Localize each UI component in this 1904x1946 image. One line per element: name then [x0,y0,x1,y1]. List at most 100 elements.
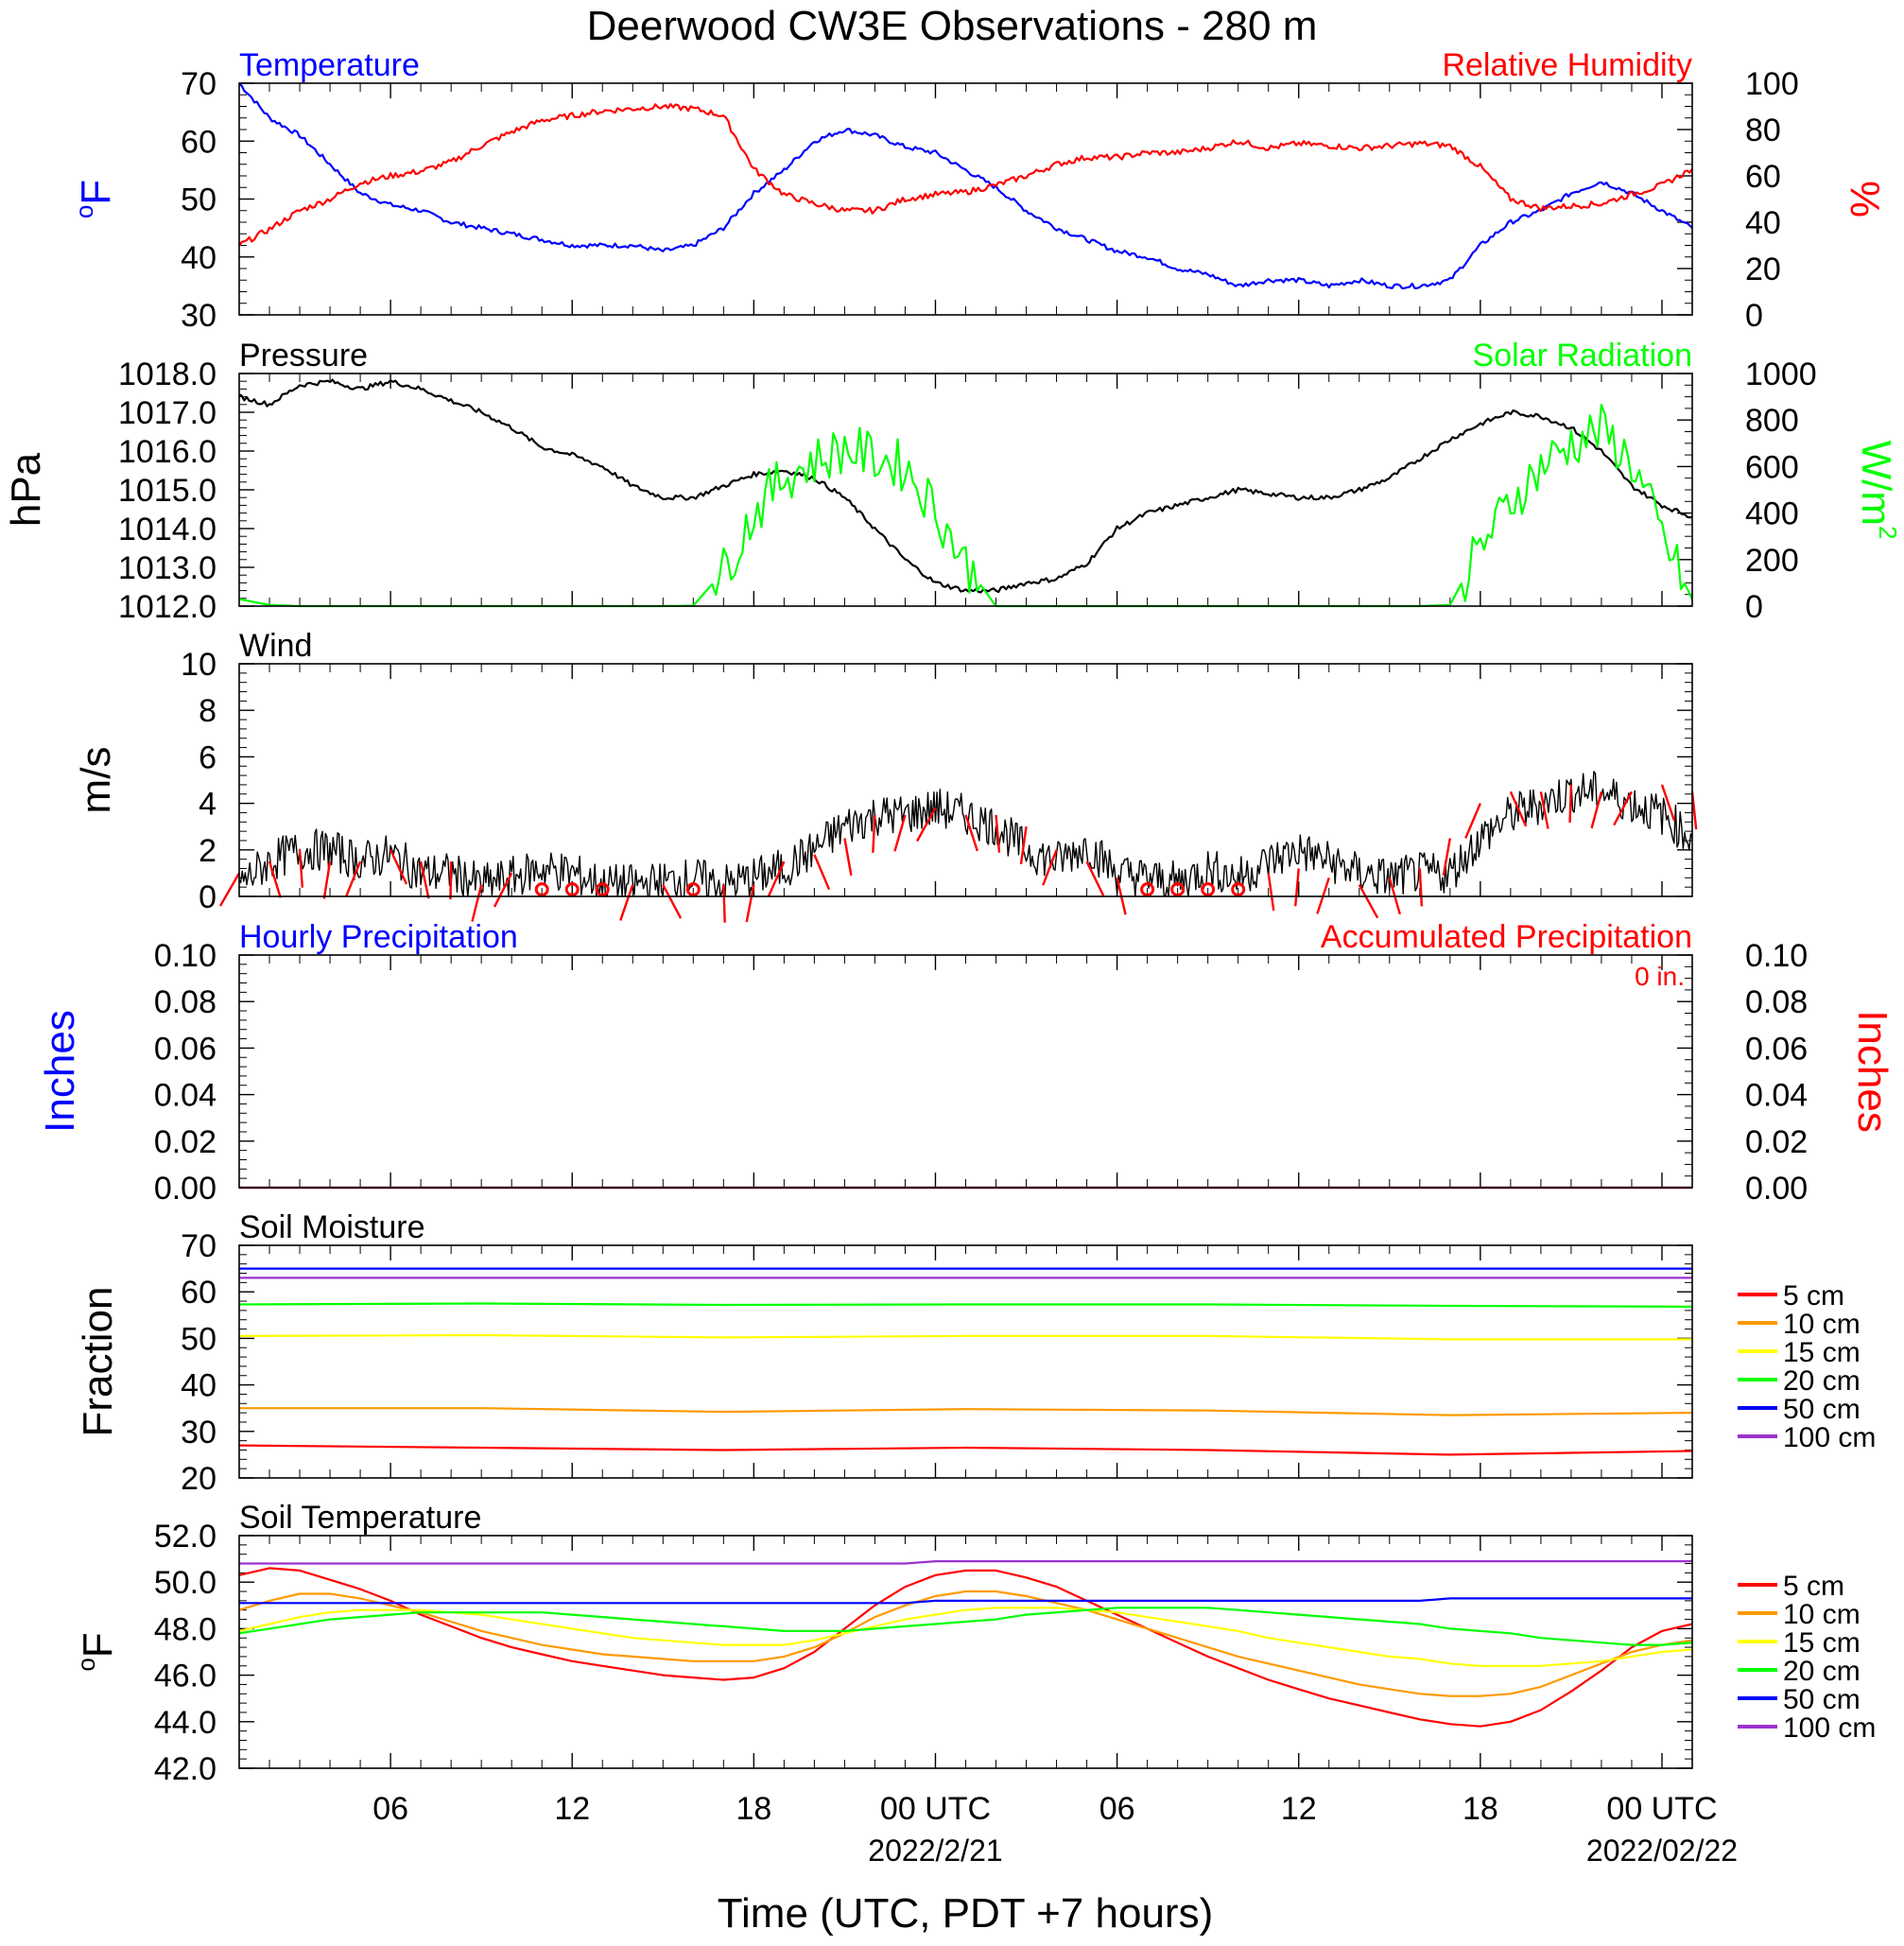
panel-soil_temperature: 42.0 44.0 46.0 48.0 50.0 52.0 Soil Temperature… [72,1500,1876,1787]
legend-label: 50 cm [1783,1394,1861,1425]
series-line-temperature [238,82,1693,289]
wind-barb [1539,791,1549,829]
y-tick-label: 1015.0 [118,473,216,509]
wind-barb [1568,784,1573,823]
panel-frame [238,373,1693,607]
wind-barb [1442,838,1452,877]
wind-barb [1019,826,1028,864]
series-line-50-cm [239,1597,1692,1605]
y-tick-label: 8 [199,693,216,729]
x-tick-label: 06 [372,1791,408,1827]
y2-tick-label: 0 [1745,298,1763,334]
series-line-solar-radiation [238,403,1693,608]
y2-tick-label: 80 [1745,113,1781,148]
legend-label: 5 cm [1783,1280,1844,1312]
y-tick-label: 50 [181,1321,216,1357]
wind-barb [268,860,282,898]
legend-label: 20 cm [1783,1365,1861,1397]
y-tick-label: 60 [181,124,216,160]
y2-axis-label: % [1842,181,1888,217]
wind-barb [298,849,304,888]
legend-label: 20 cm [1783,1656,1861,1687]
panel-title-right: Solar Radiation [1473,338,1692,374]
y-tick-label: 0.00 [154,1171,216,1207]
panel-frame [238,954,1693,1189]
panel-pressure_solar: 1012.01013.01014.01015.01016.01017.01018… [3,338,1902,625]
y-tick-label: 1016.0 [118,434,216,470]
wind-barb [449,861,453,900]
x-tick-label: 18 [736,1791,771,1827]
legend-label: 10 cm [1783,1599,1861,1630]
y-tick-label: 1018.0 [118,356,216,392]
wind-calm-mark [534,882,549,897]
y2-tick-label: 0.06 [1745,1031,1808,1067]
wind-barb [1294,868,1300,907]
y-tick-label: 44.0 [154,1705,216,1741]
y-tick-label: 52.0 [154,1519,216,1555]
y-tick-label: 30 [181,298,216,334]
y-tick-label: 48.0 [154,1611,216,1647]
precip-total-annotation: 0 in. [1635,962,1685,991]
panel-title: Pressure [239,338,368,374]
panel-precipitation: 0.00 0.02 0.04 0.06 0.08 0.10 0.00 0.02 0.04 0.06… [37,919,1895,1207]
y-tick-label: 1012.0 [118,589,216,625]
wind-barb [916,807,937,843]
y-tick-label: 20 [181,1461,216,1497]
wind-barb [1358,884,1379,919]
wind-calm-mark [685,882,701,897]
y-tick-label: 0.06 [154,1031,216,1067]
y-tick-label: 0 [199,879,216,915]
y-tick-label: 42.0 [154,1751,216,1787]
x-tick-label: 00 UTC [1606,1791,1717,1827]
y-tick-label: 1014.0 [118,512,216,547]
panel-frame [238,82,1693,316]
x-axis-label: Time (UTC, PDT +7 hours) [718,1890,1213,1937]
y2-tick-label: 0.00 [1745,1171,1808,1207]
y-tick-label: 70 [181,66,216,102]
wind-barb [1042,849,1058,886]
series-line-5-cm [238,1567,1693,1728]
x-tick-label: 12 [1281,1791,1317,1827]
wind-barb [344,860,362,897]
wind-barb [1660,784,1676,822]
y-tick-label: 60 [181,1275,216,1311]
legend-label: 100 cm [1783,1712,1876,1744]
wind-barb [471,884,483,922]
series-line-15-cm [238,1333,1692,1341]
legend-label: 50 cm [1783,1684,1861,1715]
y2-axis-label: W/m2 [1853,441,1902,540]
y-tick-label: 50 [181,182,216,218]
wind-barb [893,814,907,852]
legend-label: 5 cm [1783,1571,1844,1602]
panel-title: Wind [239,628,312,664]
y-axis-label: m/s [73,747,119,814]
y-axis-label: Fraction [75,1287,121,1437]
legend-label: 10 cm [1783,1309,1861,1340]
y-tick-label: 40 [181,240,216,276]
x-tick-label: 00 UTC [880,1791,991,1827]
series-line-10-cm [239,1407,1693,1416]
wind-barb [619,884,634,921]
wind-barb [1267,873,1275,912]
y-axis-label: hPa [3,452,49,527]
y-tick-label: 10 [181,647,216,683]
y2-tick-label: 200 [1745,543,1799,579]
panel-frame [238,663,1693,897]
y2-tick-label: 400 [1745,496,1799,532]
x-tick-date-label: 2022/02/22 [1586,1833,1738,1868]
chart-title: Deerwood CW3E Observations - 280 m [587,3,1318,49]
wind-barb [745,884,755,923]
legend-label: 15 cm [1783,1627,1861,1659]
y-axis-label: oF [70,180,119,218]
wind-barb [872,814,876,853]
y-tick-label: 0.02 [154,1124,216,1160]
x-tick-label: 06 [1099,1791,1135,1827]
series-line-100-cm [239,1560,1692,1565]
wind-barb [389,849,408,885]
y2-tick-label: 800 [1745,403,1799,439]
panel-temperature_humidity: 30 40 50 60 70 0 20 40 60 80 100 Temperature Relativ… [70,47,1888,334]
y-axis-label: oF [72,1632,121,1671]
y2-tick-label: 100 [1745,66,1799,102]
wind-barb [322,860,332,899]
